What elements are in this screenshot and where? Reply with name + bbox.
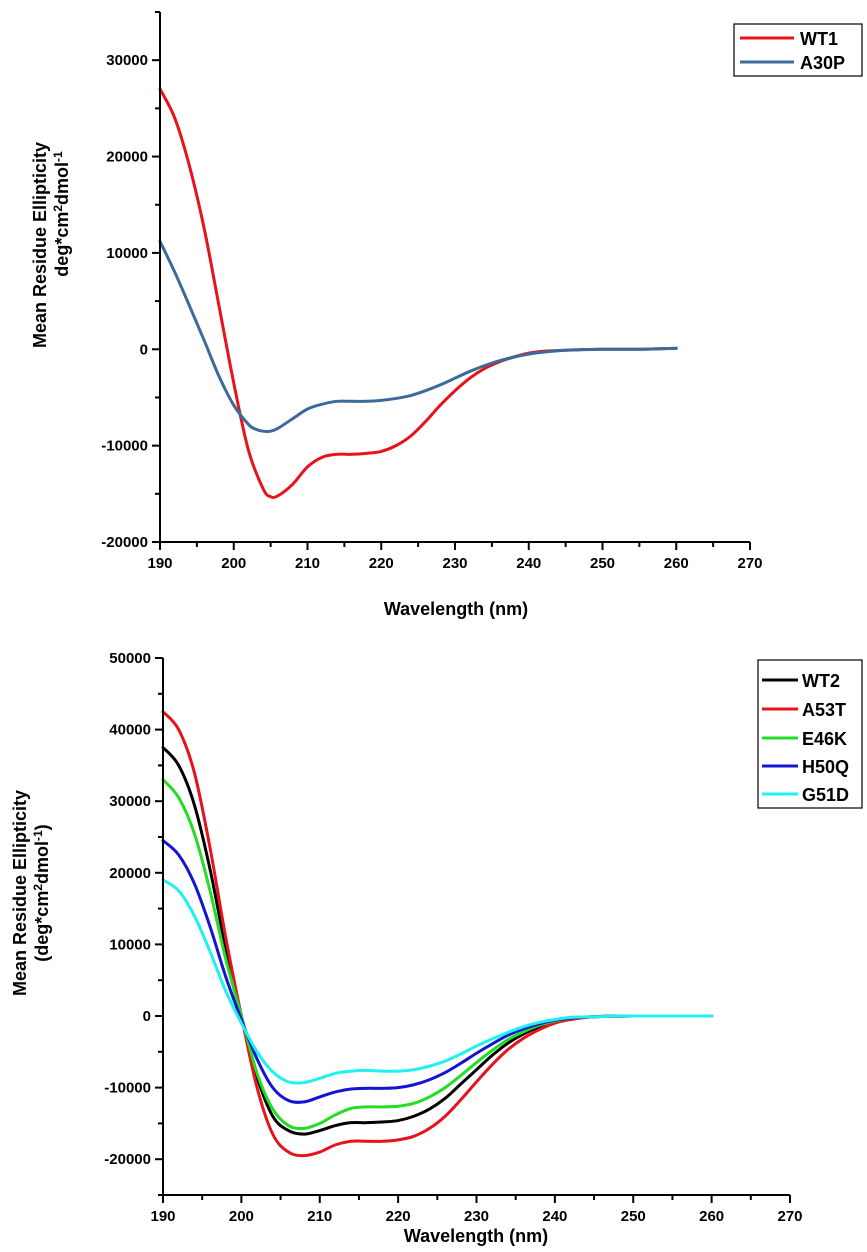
chart-top-y-tick-label: -10000	[101, 438, 148, 455]
chart-bottom-ticks	[155, 657, 791, 1203]
chart-bottom-lines	[161, 710, 714, 1158]
chart-bottom-y-tick-label: 20000	[109, 865, 151, 882]
chart-bottom-y-tick-label: 0	[143, 1008, 151, 1025]
chart-top-y-tick-label: 10000	[106, 245, 148, 262]
chart-top-x-tick-label: 220	[369, 555, 394, 572]
chart-top-y-axis-title-line2: deg*cm2dmol-1	[51, 151, 72, 277]
chart-top-x-tick-label: 250	[590, 555, 615, 572]
chart-top: 190 200 210 220 230 240 250 260 270 -20000 -10000 0…	[30, 11, 863, 619]
chart-top-series-line-a30p	[158, 239, 678, 433]
chart-bottom-tick-labels: 190 200 210 220 230 240 250 260 270 -20000 -10000 0…	[104, 650, 802, 1225]
chart-top-ylabel-part-b: dmol	[52, 162, 72, 205]
chart-bottom-y-tick-label: -10000	[104, 1080, 151, 1097]
chart-top-x-axis-title: Wavelength (nm)	[384, 599, 528, 619]
chart-top-series-line-wt1	[158, 87, 678, 499]
chart-bottom-y-tick-label: 30000	[109, 793, 151, 810]
chart-bottom-ylabel-sup-a: 2	[31, 884, 45, 891]
chart-top-y-axis-title-line1: Mean Residue Ellipticity	[30, 142, 50, 348]
chart-bottom-y-tick-label: 50000	[109, 650, 151, 667]
chart-bottom-legend-box	[757, 659, 863, 809]
chart-bottom-legend-label-wt2: WT2	[802, 671, 840, 691]
chart-top-axes	[159, 12, 750, 543]
chart-bottom-series-line-a53t	[161, 710, 714, 1158]
chart-top-lines	[158, 87, 678, 499]
chart-bottom-x-tick-label: 230	[464, 1208, 489, 1225]
chart-bottom-x-tick-label: 220	[386, 1208, 411, 1225]
chart-bottom-y-axis-title-line2: (deg*cm2dmol-1)	[31, 824, 52, 961]
chart-bottom-y-tick-label: 40000	[109, 722, 151, 739]
chart-top-tick-labels: 190 200 210 220 230 240 250 260 270 -20000 -10000 0…	[101, 52, 762, 572]
chart-top-x-tick-label: 260	[664, 555, 689, 572]
chart-top-legend: WT1 A30P	[733, 23, 863, 77]
chart-top-x-tick-label: 240	[516, 555, 541, 572]
chart-bottom-legend-label-e46k: E46K	[802, 729, 847, 749]
chart-top-legend-label-a30p: A30P	[800, 53, 845, 73]
chart-bottom-y-tick-label: -20000	[104, 1151, 151, 1168]
chart-bottom-ylabel-sup-b: -1	[31, 830, 45, 841]
chart-bottom-legend-label-h50q: H50Q	[802, 757, 849, 777]
chart-bottom-ylabel-part-a: (deg*cm	[32, 891, 52, 962]
chart-top-x-tick-label: 270	[737, 555, 762, 572]
chart-bottom-ylabel-part-c: )	[32, 824, 52, 830]
chart-bottom-legend: WT2 A53T E46K H50Q G51D	[757, 659, 863, 809]
chart-top-y-tick-label: 20000	[106, 149, 148, 166]
chart-bottom-axes	[162, 658, 790, 1196]
chart-bottom-series-line-g51d	[161, 878, 714, 1085]
chart-bottom-legend-label-g51d: G51D	[802, 785, 849, 805]
chart-bottom-y-tick-label: 10000	[109, 936, 151, 953]
chart-top-y-tick-label: -20000	[101, 534, 148, 551]
chart-top-y-tick-label: 0	[140, 341, 148, 358]
chart-bottom-x-tick-label: 260	[699, 1208, 724, 1225]
chart-top-ylabel-sup-b: -1	[51, 151, 65, 162]
chart-top-x-tick-label: 210	[295, 555, 320, 572]
chart-top-x-tick-label: 190	[147, 555, 172, 572]
chart-bottom-x-tick-label: 240	[542, 1208, 567, 1225]
chart-top-legend-label-wt1: WT1	[800, 29, 838, 49]
chart-top-ylabel-part-a: deg*cm	[52, 212, 72, 277]
chart-top-y-tick-label: 30000	[106, 52, 148, 69]
chart-bottom-legend-label-a53t: A53T	[802, 700, 846, 720]
chart-top-x-tick-label: 200	[221, 555, 246, 572]
chart-bottom-x-tick-label: 250	[621, 1208, 646, 1225]
chart-top-x-tick-label: 230	[442, 555, 467, 572]
chart-bottom-x-tick-label: 270	[777, 1208, 802, 1225]
chart-top-ylabel-sup-a: 2	[51, 205, 65, 212]
chart-bottom-x-tick-label: 190	[150, 1208, 175, 1225]
chart-top-ticks	[152, 11, 751, 550]
chart-top-legend-box	[733, 23, 863, 77]
chart-bottom-y-axis-title-line1: Mean Residue Ellipticity	[10, 790, 30, 996]
chart-bottom-x-tick-label: 210	[307, 1208, 332, 1225]
chart-bottom: 190 200 210 220 230 240 250 260 270 -20000 -10000 0…	[10, 650, 863, 1246]
chart-bottom-x-axis-title: Wavelength (nm)	[404, 1226, 548, 1246]
chart-bottom-ylabel-part-b: dmol	[32, 841, 52, 884]
chart-bottom-x-tick-label: 200	[229, 1208, 254, 1225]
